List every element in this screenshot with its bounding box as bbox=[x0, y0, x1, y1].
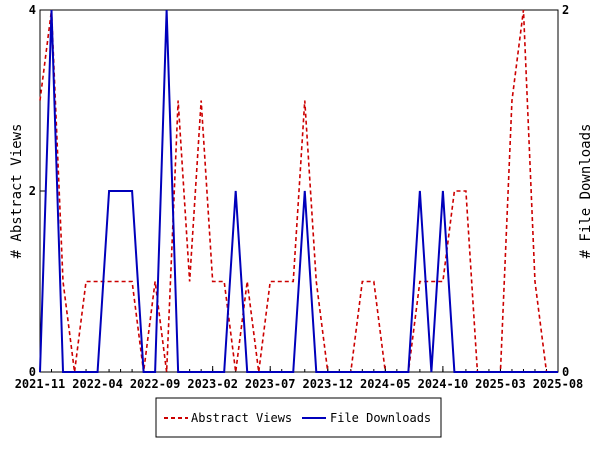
x-tick-label: 2025-08 bbox=[533, 377, 584, 391]
y-right-tick-label: 2 bbox=[562, 3, 569, 17]
y-left-tick-label: 4 bbox=[29, 3, 36, 17]
legend-label-abstract-views: Abstract Views bbox=[191, 411, 292, 425]
legend: Abstract Views File Downloads bbox=[155, 397, 442, 438]
x-tick-label: 2023-07 bbox=[245, 377, 296, 391]
legend-box bbox=[155, 397, 442, 438]
x-tick-label: 2025-03 bbox=[475, 377, 526, 391]
series-line-file-downloads bbox=[39, 9, 558, 373]
legend-label-file-downloads: File Downloads bbox=[330, 411, 431, 425]
x-axis: 2021-11 2022-04 2022-09 2023-02 2023-07 2023-… bbox=[15, 366, 584, 391]
x-tick-label: 2024-10 bbox=[418, 377, 469, 391]
y-left-tick-label: 2 bbox=[29, 184, 36, 198]
y-right-tick-label: 0 bbox=[562, 365, 569, 379]
x-tick-label: 2022-09 bbox=[130, 377, 181, 391]
x-tick-label: 2023-12 bbox=[302, 377, 353, 391]
y-left-tick-label: 0 bbox=[29, 365, 36, 379]
x-tick-label: 2023-02 bbox=[187, 377, 238, 391]
series-line-abstract-views bbox=[39, 9, 558, 373]
x-tick-label: 2024-05 bbox=[360, 377, 411, 391]
y-left-axis-title: # Abstract Views bbox=[9, 124, 25, 259]
series-layer bbox=[39, 9, 558, 373]
x-tick-label: 2021-11 bbox=[15, 377, 66, 391]
x-tick-label: 2022-04 bbox=[72, 377, 123, 391]
y-right-axis-title: # File Downloads bbox=[578, 124, 594, 259]
